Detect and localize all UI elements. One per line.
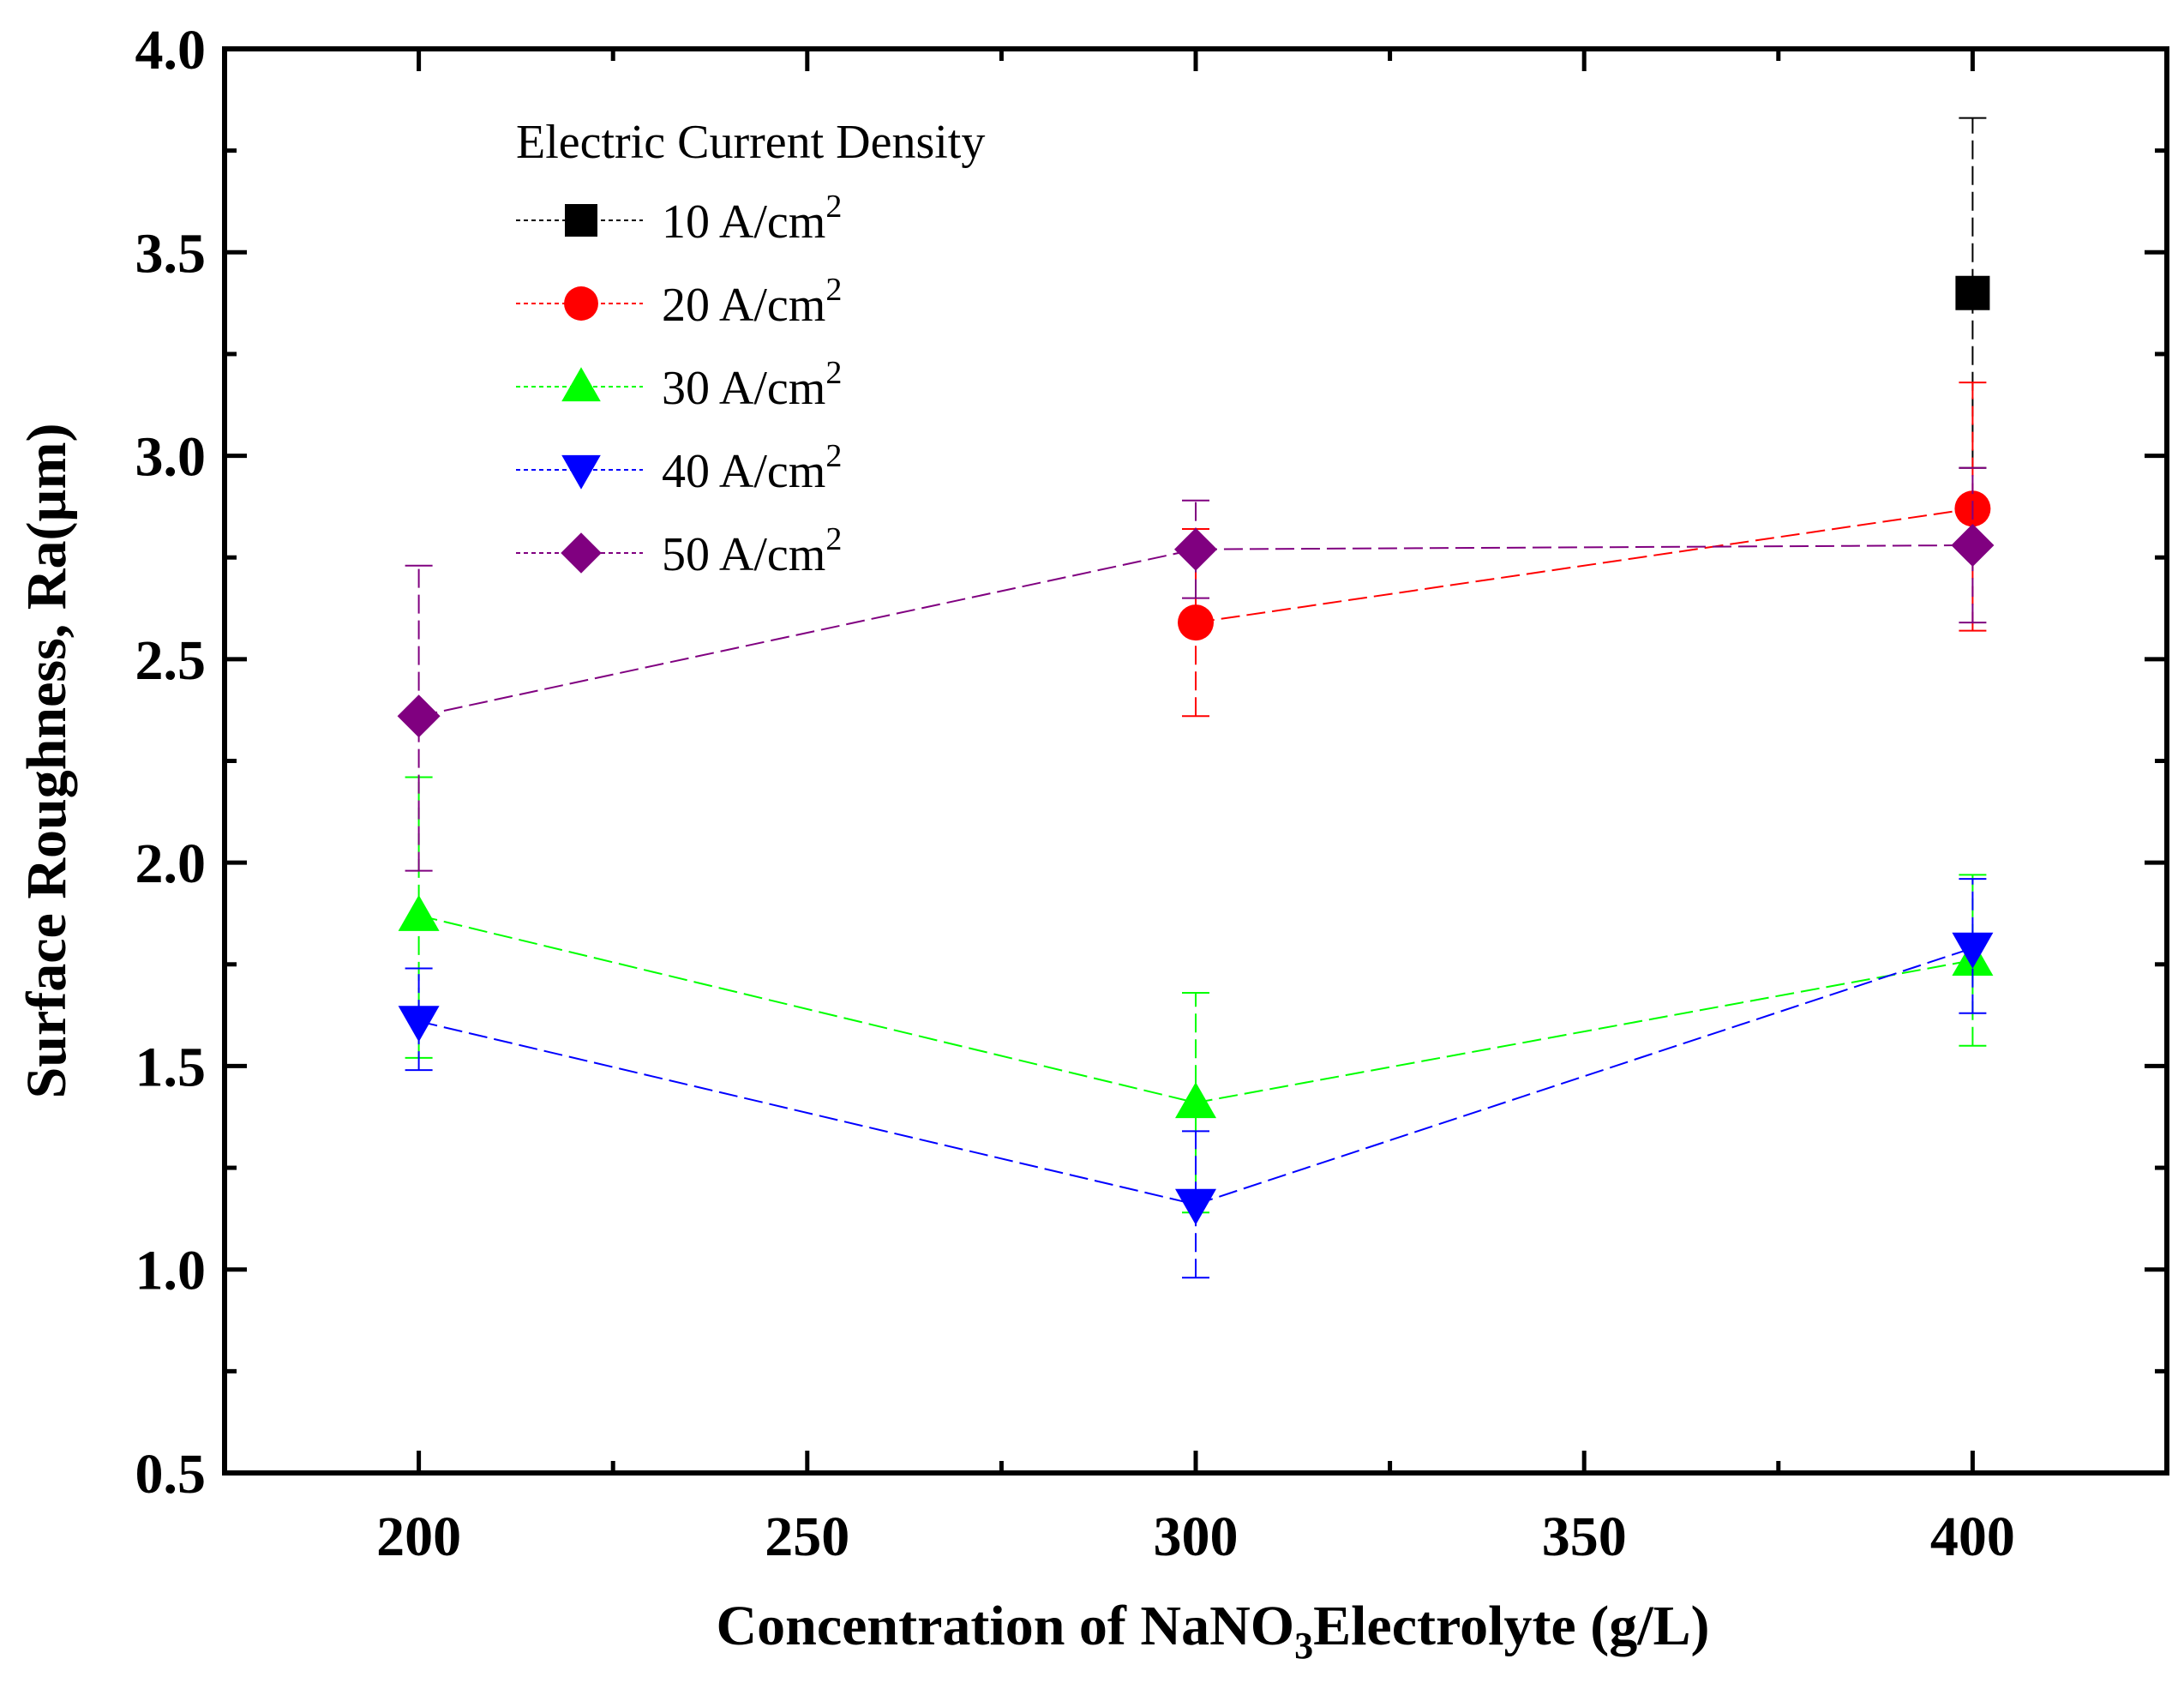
- legend-marker: [561, 367, 601, 402]
- data-point: [1174, 527, 1217, 571]
- series-2: [1178, 382, 1991, 718]
- ticks-layer: 200 250 300 350 400 0.5 1.0 1.5 2.0 2.5 3.0 3.5 4.0: [135, 19, 2167, 1568]
- legend-label: 50 A/cm2: [662, 521, 842, 581]
- y-tick-label: 3.0: [135, 426, 207, 489]
- data-point: [397, 694, 441, 738]
- x-axis-title-part-2: Electrolyte (g/L): [1313, 1595, 1709, 1657]
- legend-item: 50 A/cm2: [516, 521, 842, 581]
- x-tick-label: 250: [765, 1506, 849, 1568]
- series-line: [1195, 508, 1973, 624]
- x-axis-title-part-1: Concentration of NaNO: [716, 1595, 1294, 1657]
- series-4: [398, 878, 1994, 1279]
- y-tick-label: 2.0: [135, 832, 207, 895]
- data-point: [1951, 523, 1995, 567]
- x-axis-title: Concentration of NaNO3Electrolyte (g/L): [716, 1595, 1709, 1667]
- legend-marker: [561, 454, 601, 490]
- data-point: [1955, 275, 1990, 310]
- legend-item: 40 A/cm2: [516, 438, 842, 498]
- data-point: [398, 1006, 440, 1043]
- legend: Electric Current Density 10 A/cm2 20 A/cm2…: [516, 116, 985, 581]
- legend-label: 40 A/cm2: [662, 438, 842, 498]
- data-point: [1175, 1082, 1216, 1119]
- data-point: [398, 894, 440, 931]
- legend-marker: [561, 532, 602, 574]
- series-5: [397, 466, 1995, 872]
- legend-label: 30 A/cm2: [662, 355, 842, 415]
- x-tick-label: 400: [1930, 1506, 2015, 1568]
- x-tick-label: 300: [1154, 1506, 1239, 1568]
- legend-item: 20 A/cm2: [516, 272, 842, 332]
- x-axis-title-subscript: 3: [1294, 1625, 1313, 1667]
- series-line: [418, 544, 1973, 718]
- y-tick-label: 1.5: [135, 1036, 207, 1098]
- x-tick-label: 200: [376, 1506, 461, 1568]
- y-tick-label: 4.0: [135, 19, 207, 81]
- data-point: [1178, 604, 1214, 641]
- legend-marker: [565, 204, 597, 237]
- legend-label: 20 A/cm2: [662, 272, 842, 332]
- data-point: [1175, 1188, 1216, 1225]
- x-tick-label: 350: [1542, 1506, 1627, 1568]
- y-tick-label: 3.5: [135, 222, 207, 285]
- legend-item: 10 A/cm2: [516, 189, 842, 249]
- legend-label: 10 A/cm2: [662, 189, 842, 249]
- y-tick-label: 2.5: [135, 629, 207, 692]
- y-axis-title: Surface Roughness, Ra(µm): [15, 424, 78, 1099]
- series-layer: [397, 117, 1995, 1279]
- y-tick-label: 1.0: [135, 1240, 207, 1302]
- y-tick-label: 0.5: [135, 1443, 207, 1506]
- legend-item: 30 A/cm2: [516, 355, 842, 415]
- legend-title: Electric Current Density: [516, 116, 985, 169]
- data-point: [1952, 932, 1994, 969]
- legend-marker: [564, 286, 598, 321]
